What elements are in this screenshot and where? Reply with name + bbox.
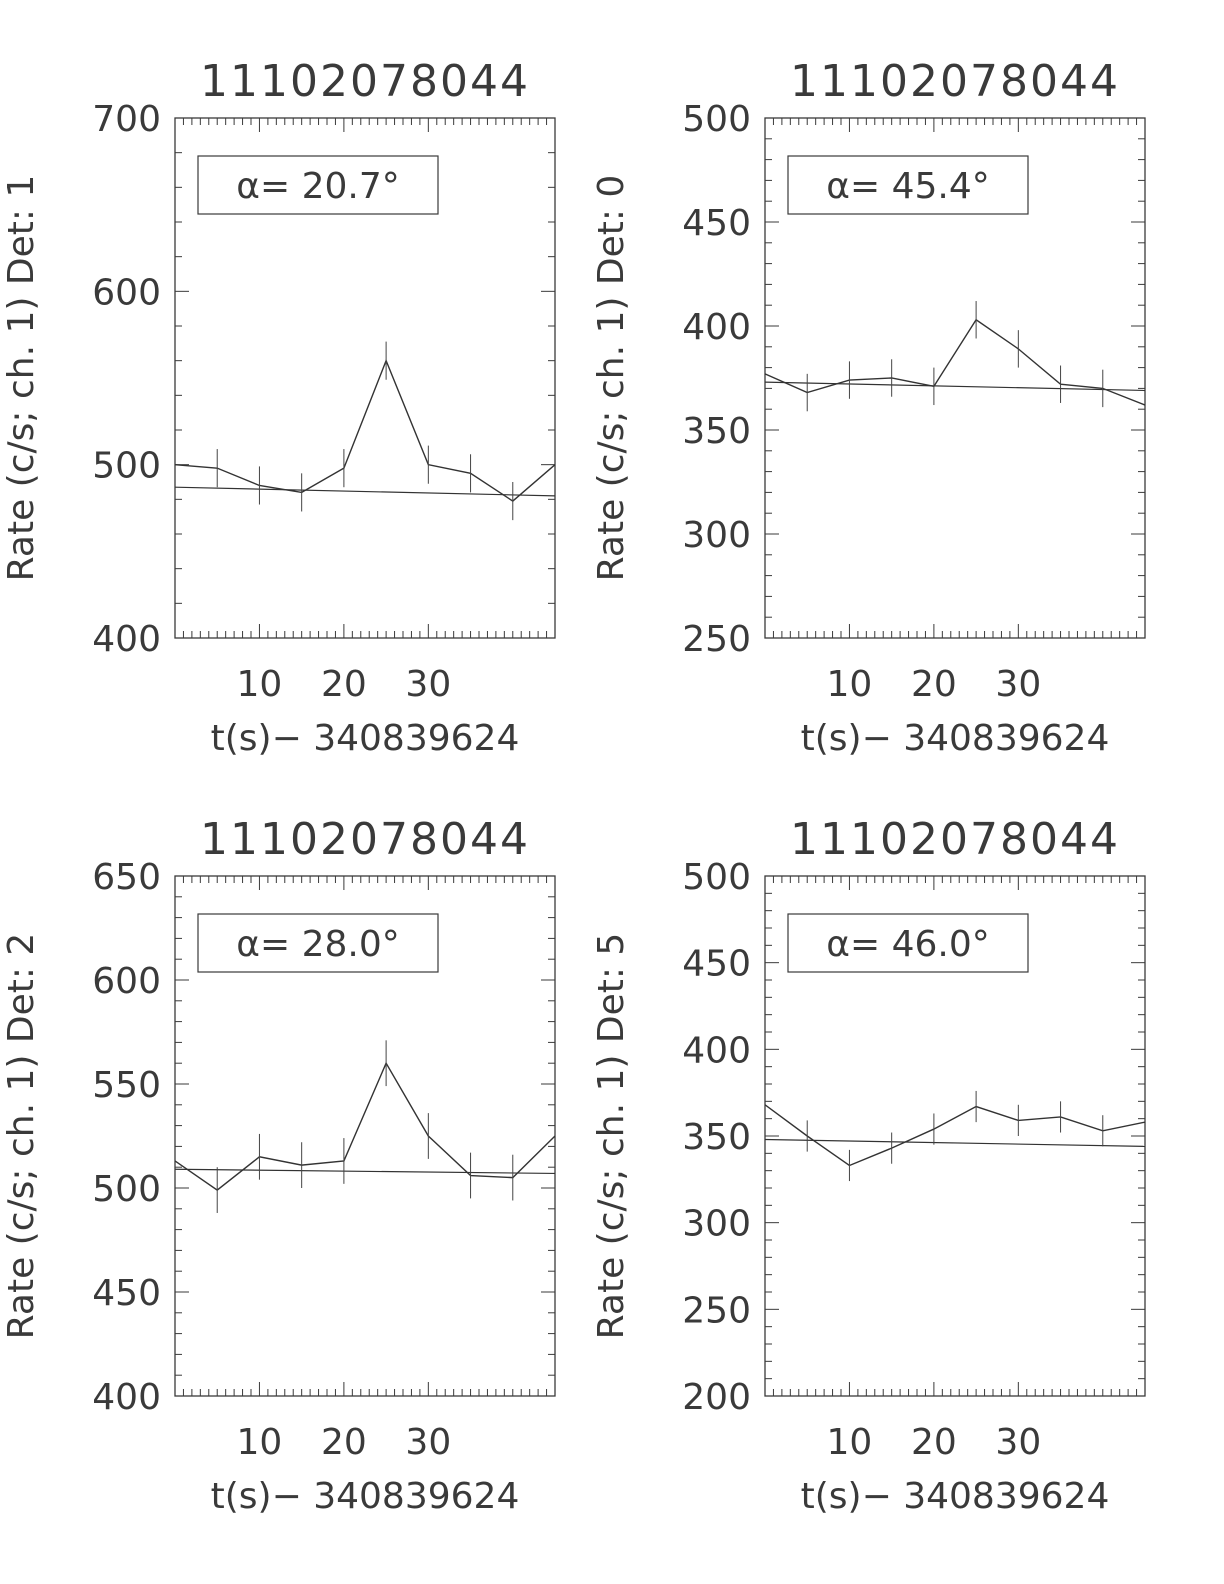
y-tick-label: 350 xyxy=(682,1117,751,1158)
alpha-box xyxy=(197,913,439,973)
y-tick-label: 300 xyxy=(682,1204,751,1245)
series-line xyxy=(765,1104,1145,1167)
y-tick-label: 300 xyxy=(682,515,751,556)
plot-area xyxy=(765,1090,1145,1182)
y-tick-label: 450 xyxy=(92,1273,161,1314)
y-tick-label: 400 xyxy=(682,1030,751,1071)
plot-area xyxy=(175,1040,555,1213)
y-tick-label: 550 xyxy=(92,1065,161,1106)
y-tick-label: 400 xyxy=(682,307,751,348)
y-tick-label: 500 xyxy=(92,1169,161,1210)
fit-line xyxy=(175,1168,555,1175)
x-tick-label: 10 xyxy=(237,664,283,705)
y-tick-label: 500 xyxy=(92,446,161,487)
alpha-annotation: α= 28.0° xyxy=(236,924,400,965)
series-line xyxy=(175,1061,555,1191)
y-tick-label: 450 xyxy=(682,944,751,985)
panel-title: 11102078044 xyxy=(200,56,530,107)
x-axis-label: t(s)− 340839624 xyxy=(801,718,1110,759)
y-tick-label: 400 xyxy=(92,1377,161,1418)
panel-title: 11102078044 xyxy=(790,814,1120,865)
alpha-box xyxy=(197,155,439,215)
x-axis-label: t(s)− 340839624 xyxy=(211,1476,520,1517)
y-tick-label: 500 xyxy=(682,99,751,140)
y-axis-label: Rate (c/s; ch. 1) Det: 5 xyxy=(591,933,632,1340)
x-tick-label: 30 xyxy=(995,664,1041,705)
panel-4: 11102078044 10 20 30 200 250 300 350 400 450 500 t(… xyxy=(591,814,1146,1517)
x-tick-label: 10 xyxy=(827,1422,873,1463)
panel-title: 11102078044 xyxy=(200,814,530,865)
x-tick-label: 10 xyxy=(827,664,873,705)
y-tick-label: 350 xyxy=(682,411,751,452)
y-tick-label: 250 xyxy=(682,1290,751,1331)
x-axis-label: t(s)− 340839624 xyxy=(801,1476,1110,1517)
alpha-annotation: α= 20.7° xyxy=(236,166,400,207)
y-tick-label: 500 xyxy=(682,857,751,898)
plot-frame xyxy=(764,117,1146,639)
y-tick-label: 250 xyxy=(682,619,751,660)
panel-2: 11102078044 10 20 30 250 300 350 400 450 500 t(s)−… xyxy=(591,56,1146,759)
panel-3: 11102078044 10 20 30 400 450 500 550 600 650 t(s)−… xyxy=(1,814,556,1517)
alpha-box xyxy=(787,155,1029,215)
alpha-annotation: α= 46.0° xyxy=(826,924,990,965)
y-axis-label: Rate (c/s; ch. 1) Det: 2 xyxy=(1,933,42,1340)
alpha-annotation: α= 45.4° xyxy=(826,166,990,207)
panel-1: 11102078044 10 20 30 400 500 600 700 t(s)− 34083… xyxy=(1,56,556,759)
series-line xyxy=(765,318,1145,406)
x-tick-label: 20 xyxy=(911,664,957,705)
fit-line xyxy=(765,1138,1145,1147)
alpha-box xyxy=(787,913,1029,973)
panel-title: 11102078044 xyxy=(790,56,1120,107)
x-tick-label: 30 xyxy=(995,1422,1041,1463)
series-line xyxy=(175,358,555,502)
y-axis-label: Rate (c/s; ch. 1) Det: 0 xyxy=(591,175,632,582)
x-tick-label: 30 xyxy=(405,664,451,705)
plot-area xyxy=(175,341,555,521)
plot-frame xyxy=(174,117,556,639)
y-tick-label: 700 xyxy=(92,99,161,140)
x-tick-label: 10 xyxy=(237,1422,283,1463)
y-tick-label: 600 xyxy=(92,272,161,313)
x-tick-label: 20 xyxy=(321,664,367,705)
x-axis-label: t(s)− 340839624 xyxy=(211,718,520,759)
plot-area xyxy=(765,301,1145,412)
x-tick-label: 20 xyxy=(911,1422,957,1463)
y-tick-label: 600 xyxy=(92,961,161,1002)
x-tick-label: 30 xyxy=(405,1422,451,1463)
y-tick-label: 650 xyxy=(92,857,161,898)
fit-line xyxy=(175,486,555,497)
y-tick-label: 200 xyxy=(682,1377,751,1418)
y-tick-label: 400 xyxy=(92,619,161,660)
x-tick-label: 20 xyxy=(321,1422,367,1463)
y-axis-label: Rate (c/s; ch. 1) Det: 1 xyxy=(1,175,42,582)
fit-line xyxy=(765,381,1145,392)
y-tick-label: 450 xyxy=(682,203,751,244)
